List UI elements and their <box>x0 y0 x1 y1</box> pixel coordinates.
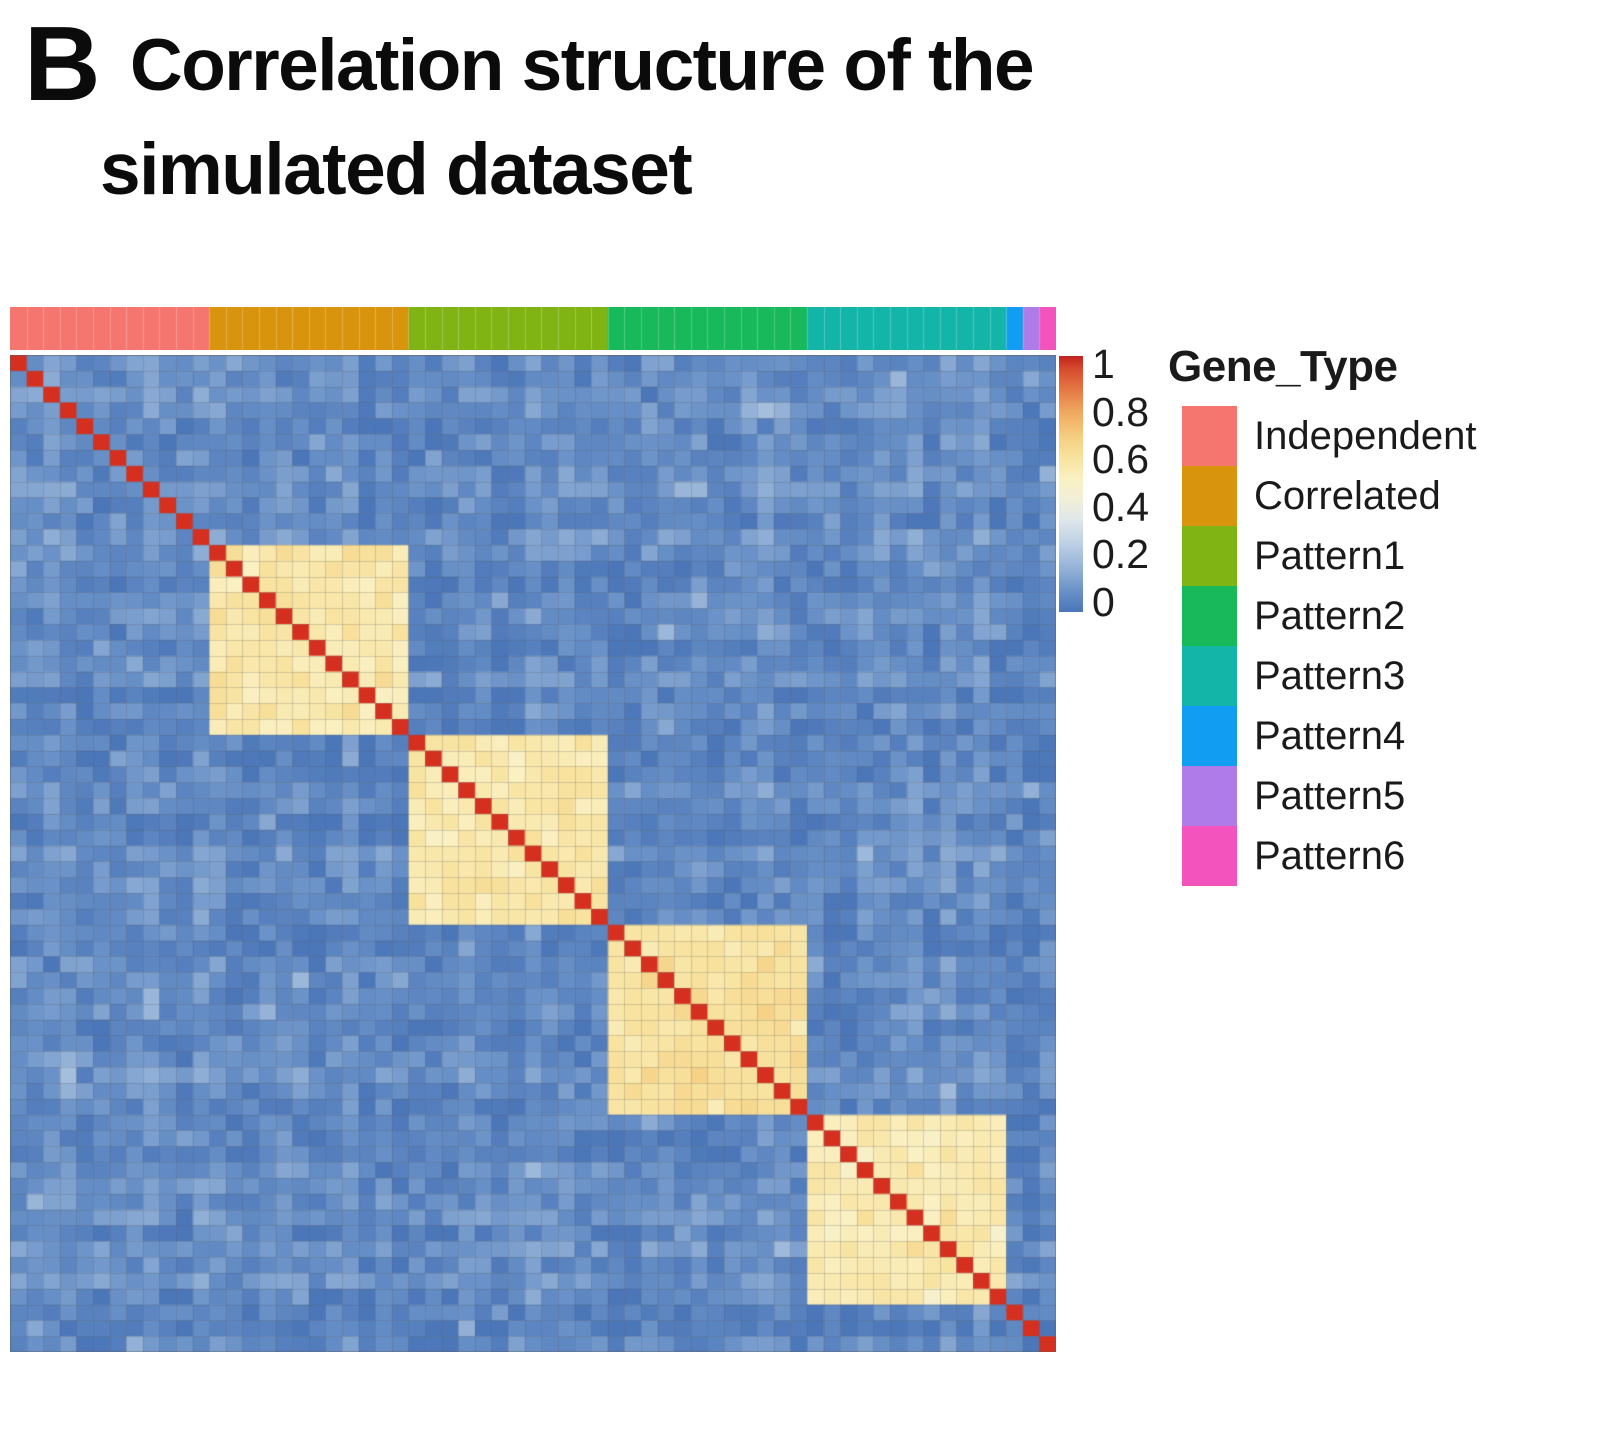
gene-type-legend: Gene_Type Independent Correlated Pattern1 P… <box>1168 342 1588 886</box>
legend-swatch-pattern2 <box>1182 586 1237 646</box>
legend-swatch-pattern6 <box>1182 826 1237 886</box>
legend-label-pattern4: Pattern4 <box>1254 713 1406 758</box>
legend-item-pattern3: Pattern3 <box>1182 646 1588 706</box>
correlation-heatmap <box>10 355 1056 1352</box>
legend-item-pattern4: Pattern4 <box>1182 706 1588 766</box>
colorbar-tick-0: 0 <box>1092 579 1115 625</box>
legend-items: Independent Correlated Pattern1 Pattern2 Pat… <box>1182 406 1588 886</box>
legend-swatch-correlated <box>1182 466 1237 526</box>
legend-title: Gene_Type <box>1168 342 1398 391</box>
legend-label-pattern6: Pattern6 <box>1254 833 1406 878</box>
figure-title: Correlation structure of the simulated d… <box>100 14 1035 222</box>
legend-item-correlated: Correlated <box>1182 466 1588 526</box>
legend-item-pattern6: Pattern6 <box>1182 826 1588 886</box>
gene-type-annotation-bar <box>10 307 1056 350</box>
colorbar-tick-0.4: 0.4 <box>1092 484 1149 530</box>
colorbar-tick-0.6: 0.6 <box>1092 436 1149 482</box>
legend-item-pattern2: Pattern2 <box>1182 586 1588 646</box>
legend-swatch-pattern5 <box>1182 766 1237 826</box>
colorbar-tick-labels: 1 0.8 0.6 0.4 0.2 0 <box>1092 343 1182 623</box>
figure-title-line2: simulated dataset <box>100 129 693 210</box>
legend-label-pattern3: Pattern3 <box>1254 653 1406 698</box>
legend-label-pattern5: Pattern5 <box>1254 773 1406 818</box>
legend-label-independent: Independent <box>1254 413 1477 458</box>
legend-swatch-pattern3 <box>1182 646 1237 706</box>
legend-item-pattern1: Pattern1 <box>1182 526 1588 586</box>
legend-item-pattern5: Pattern5 <box>1182 766 1588 826</box>
legend-swatch-pattern4 <box>1182 706 1237 766</box>
legend-label-correlated: Correlated <box>1254 473 1441 518</box>
legend-swatch-pattern1 <box>1182 526 1237 586</box>
legend-swatch-independent <box>1182 406 1237 466</box>
colorbar-tick-1: 1 <box>1092 341 1115 387</box>
figure-title-line1: Correlation structure of the <box>130 25 1035 106</box>
colorbar-tick-0.2: 0.2 <box>1092 531 1149 577</box>
legend-label-pattern2: Pattern2 <box>1254 593 1406 638</box>
legend-item-independent: Independent <box>1182 406 1588 466</box>
legend-label-pattern1: Pattern1 <box>1254 533 1406 578</box>
correlation-colorbar <box>1059 356 1083 612</box>
colorbar-tick-0.8: 0.8 <box>1092 389 1149 435</box>
panel-label: B <box>24 5 101 123</box>
